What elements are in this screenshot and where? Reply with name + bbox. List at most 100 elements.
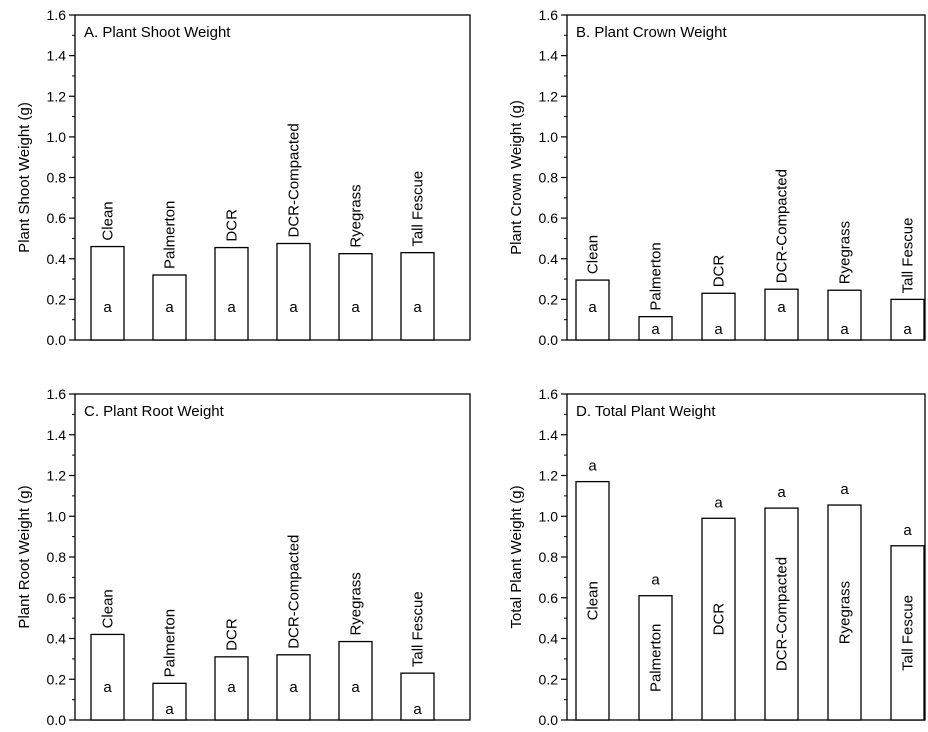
significance-letter: a (714, 494, 723, 511)
y-tick-label: 1.0 (47, 129, 67, 145)
y-tick-label: 1.4 (539, 427, 559, 443)
significance-letter: a (588, 299, 597, 316)
y-axis-label: Plant Crown Weight (g) (508, 100, 525, 255)
y-tick-label: 0.2 (47, 291, 67, 307)
panel-title: C. Plant Root Weight (84, 403, 225, 420)
bar (214, 246, 249, 341)
y-tick-label: 1.6 (539, 386, 559, 402)
category-label: Tall Fescue (900, 218, 917, 294)
bar (638, 315, 673, 341)
category-label: DCR (711, 603, 728, 636)
significance-letter: a (903, 321, 912, 338)
y-tick-label: 1.6 (539, 7, 559, 23)
significance-letter: a (903, 522, 912, 539)
bar (90, 245, 125, 341)
y-tick-label: 0.8 (539, 549, 559, 565)
bar (890, 298, 925, 341)
panel-a: 0.0 0.2 0.4 0.6 0.8 1.0 1.2 1.4 1.6 A. Plant Shoo… (16, 7, 471, 348)
significance-letter: a (588, 458, 597, 475)
significance-letter: a (103, 299, 112, 316)
y-tick-label: 0.0 (47, 712, 67, 728)
y-tick-label: 0.8 (47, 549, 67, 565)
y-tick-label: 1.4 (47, 48, 67, 64)
bar (152, 682, 187, 721)
category-label: Clean (100, 589, 117, 628)
panel-title: D. Total Plant Weight (576, 403, 716, 420)
significance-letter: a (165, 299, 174, 316)
category-label: Tall Fescue (410, 171, 427, 247)
category-label: Palmerton (162, 609, 179, 677)
bar (276, 654, 311, 721)
y-tick-label: 0.8 (47, 170, 67, 186)
category-label: DCR-Compacted (286, 535, 303, 649)
y-tick-label: 0.6 (47, 590, 67, 606)
category-label: DCR (711, 255, 728, 288)
panel-c: 0.0 0.2 0.4 0.6 0.8 1.0 1.2 1.4 1.6 C. Plant Root… (16, 386, 471, 728)
bar (575, 480, 610, 721)
category-label: Ryegrass (837, 221, 854, 284)
category-label: Ryegrass (837, 581, 854, 644)
y-tick-label: 1.0 (539, 129, 559, 145)
significance-letter: a (840, 481, 849, 498)
bar (764, 507, 799, 721)
y-tick-label: 0.2 (539, 291, 559, 307)
bar (400, 672, 435, 721)
bar (338, 640, 373, 721)
bar (701, 517, 736, 721)
category-label: Palmerton (162, 201, 179, 269)
category-label: DCR-Compacted (774, 169, 791, 283)
category-label: Ryegrass (348, 184, 365, 247)
category-label: DCR-Compacted (286, 123, 303, 237)
significance-letter: a (651, 321, 660, 338)
y-tick-label: 0.6 (539, 210, 559, 226)
y-tick-label: 0.0 (539, 712, 559, 728)
significance-letter: a (840, 321, 849, 338)
category-label: Tall Fescue (410, 591, 427, 667)
significance-letter: a (289, 299, 298, 316)
y-tick-label: 0.0 (47, 332, 67, 348)
y-tick-label: 0.2 (539, 671, 559, 687)
panel-title: A. Plant Shoot Weight (84, 24, 231, 41)
y-tick-label: 0.2 (47, 671, 67, 687)
y-tick-label: 1.4 (47, 427, 67, 443)
category-label: Palmerton (648, 624, 665, 692)
category-label: Tall Fescue (900, 595, 917, 671)
significance-letter: a (714, 321, 723, 338)
bar (764, 288, 799, 341)
plot-frame (566, 14, 926, 341)
panel-title: B. Plant Crown Weight (576, 24, 727, 41)
y-tick-label: 1.6 (47, 386, 67, 402)
significance-letter: a (227, 679, 236, 696)
panel-b: 0.0 0.2 0.4 0.6 0.8 1.0 1.2 1.4 1.6 B. Plant Crow… (508, 7, 926, 348)
significance-letter: a (351, 679, 360, 696)
significance-letter: a (227, 299, 236, 316)
significance-letter: a (289, 679, 298, 696)
bar (575, 279, 610, 341)
significance-letter: a (777, 299, 786, 316)
y-tick-label: 1.2 (47, 468, 67, 484)
y-tick-label: 1.2 (539, 88, 559, 104)
y-axis-label: Plant Root Weight (g) (16, 485, 33, 628)
significance-letter: a (413, 701, 422, 718)
significance-letter: a (413, 299, 422, 316)
bar (90, 633, 125, 721)
category-label: Clean (100, 201, 117, 240)
significance-letter: a (651, 572, 660, 589)
category-label: Palmerton (648, 242, 665, 310)
category-label: Clean (585, 235, 602, 274)
y-tick-label: 0.0 (539, 332, 559, 348)
y-tick-label: 1.6 (47, 7, 67, 23)
category-label: DCR-Compacted (774, 557, 791, 671)
y-tick-label: 1.4 (539, 48, 559, 64)
bar (152, 274, 187, 341)
y-tick-label: 0.4 (539, 631, 559, 647)
significance-letter: a (165, 701, 174, 718)
y-tick-label: 1.0 (539, 508, 559, 524)
significance-letter: a (777, 484, 786, 501)
bar (214, 656, 249, 721)
bar (827, 504, 862, 721)
bar (701, 292, 736, 341)
y-tick-label: 0.6 (47, 210, 67, 226)
bar (276, 242, 311, 341)
y-axis-label: Plant Shoot Weight (g) (16, 102, 33, 253)
